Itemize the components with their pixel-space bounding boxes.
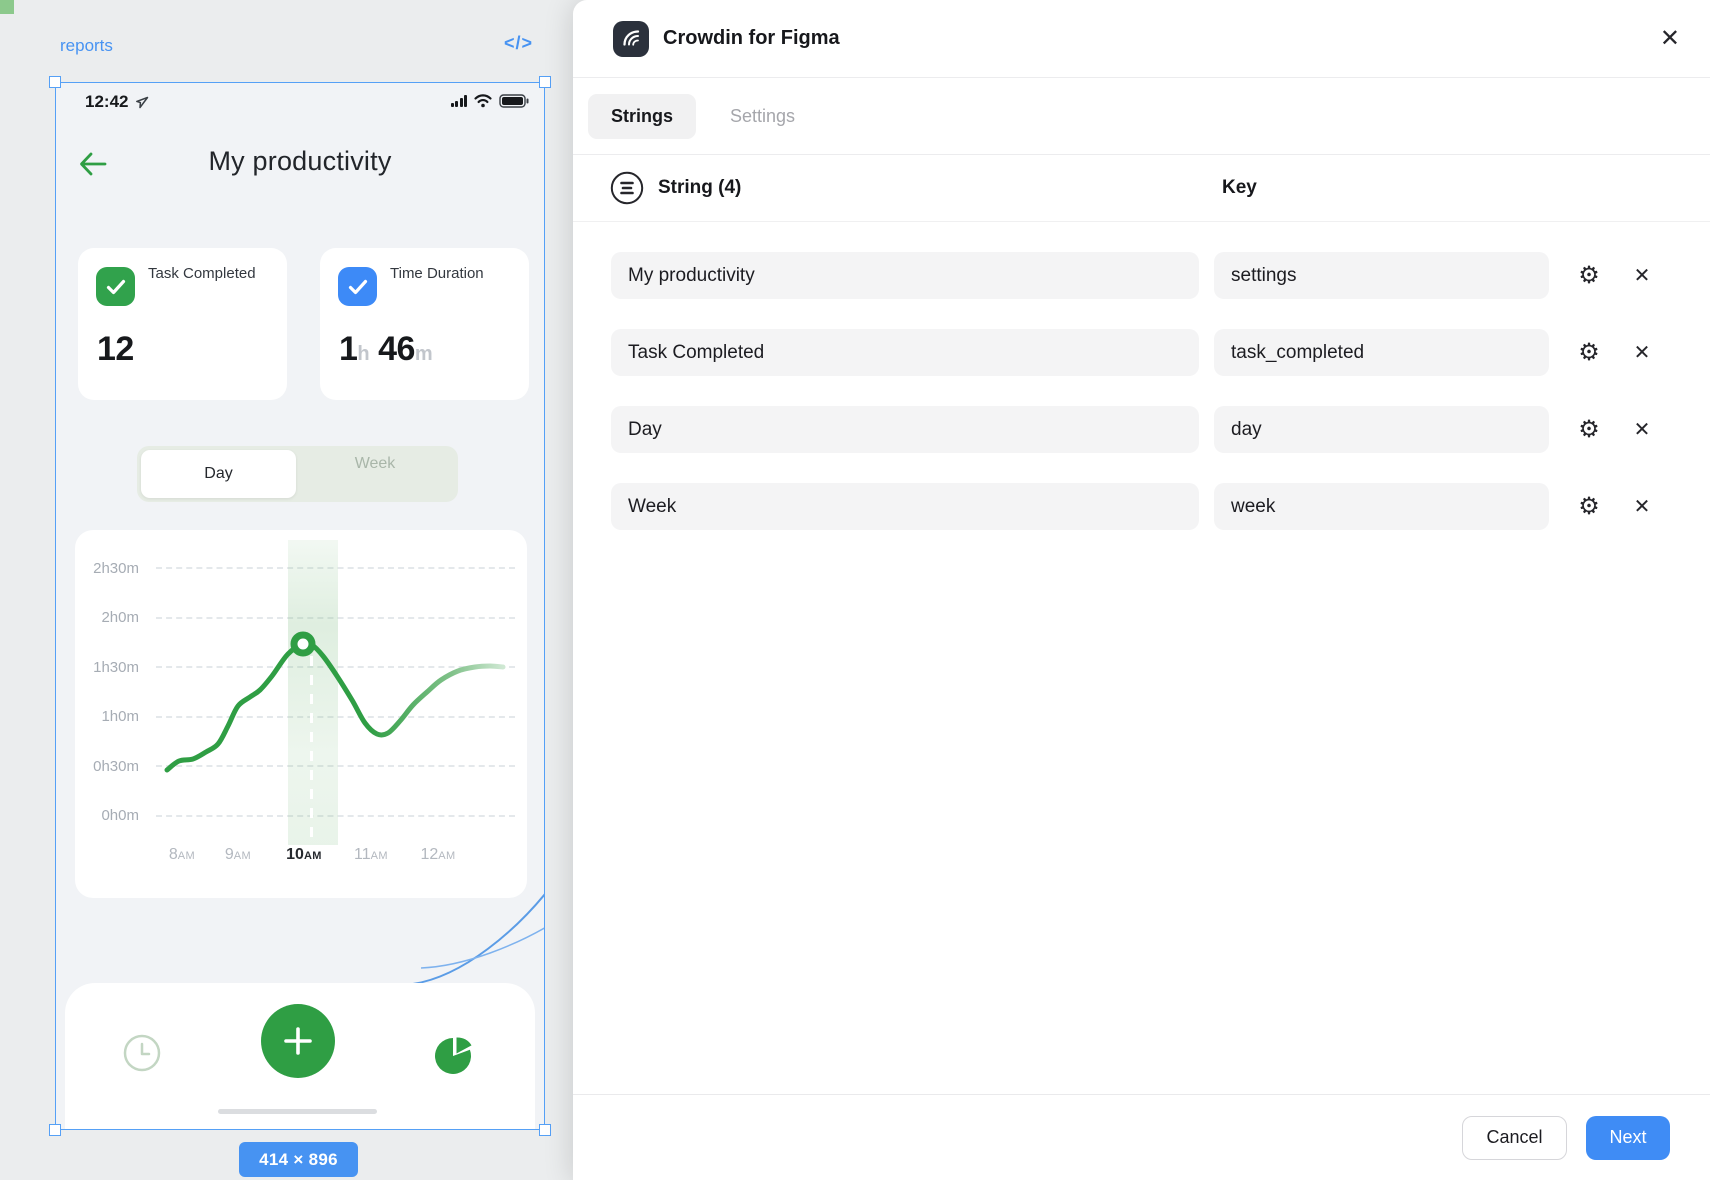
string-row: ⚙ ✕ bbox=[611, 406, 1710, 453]
add-button[interactable] bbox=[261, 1004, 335, 1078]
location-arrow-icon bbox=[136, 96, 149, 108]
string-key-input[interactable] bbox=[1214, 483, 1549, 530]
remove-icon[interactable]: ✕ bbox=[1626, 260, 1658, 292]
plus-icon bbox=[284, 1027, 312, 1055]
marker-dashed-line bbox=[310, 656, 313, 844]
y-axis-label: 1h0m bbox=[101, 708, 139, 725]
x-axis-label: 11AM bbox=[354, 846, 388, 863]
signal-icon bbox=[450, 94, 467, 107]
home-indicator bbox=[218, 1109, 377, 1114]
time-duration-card: Time Duration 1h 46m bbox=[320, 248, 529, 400]
y-axis-label: 0h30m bbox=[93, 757, 139, 775]
x-axis-label: 10AM bbox=[286, 846, 322, 863]
string-value-input[interactable] bbox=[611, 252, 1199, 299]
wifi-icon bbox=[474, 94, 492, 108]
back-arrow-icon[interactable] bbox=[77, 150, 109, 178]
y-axis-label: 1h30m bbox=[93, 658, 139, 676]
stat-label: Task Completed bbox=[148, 265, 256, 282]
gear-icon[interactable]: ⚙ bbox=[1572, 336, 1606, 370]
strings-list-icon bbox=[610, 171, 644, 205]
canvas-artifact bbox=[0, 0, 14, 14]
string-key-input[interactable] bbox=[1214, 329, 1549, 376]
string-row: ⚙ ✕ bbox=[611, 329, 1710, 376]
page-title: My productivity bbox=[208, 146, 392, 176]
stat-value: 1h 46m bbox=[339, 330, 433, 368]
check-icon bbox=[96, 267, 135, 306]
remove-icon[interactable]: ✕ bbox=[1626, 491, 1658, 523]
gear-icon[interactable]: ⚙ bbox=[1572, 490, 1606, 524]
string-key-input[interactable] bbox=[1214, 252, 1549, 299]
clock-icon[interactable] bbox=[122, 1033, 162, 1073]
plugin-title: Crowdin for Figma bbox=[663, 27, 840, 49]
productivity-line bbox=[164, 640, 506, 773]
productivity-chart-card: 2h30m 2h0m 1h30m 1h0m 0h30m 0h0m 8AM 9AM 10AM 11… bbox=[75, 530, 527, 898]
chart-x-labels: 8AM 9AM 10AM 11AM 12AM bbox=[75, 846, 527, 874]
bottom-nav-bar bbox=[65, 983, 535, 1130]
gridline bbox=[156, 666, 515, 668]
gear-icon[interactable]: ⚙ bbox=[1572, 413, 1606, 447]
toggle-option-week[interactable]: Week bbox=[354, 455, 396, 472]
gridline bbox=[156, 814, 515, 817]
remove-icon[interactable]: ✕ bbox=[1626, 337, 1658, 369]
next-button[interactable]: Next bbox=[1586, 1115, 1670, 1160]
battery-icon bbox=[499, 93, 529, 108]
gridline bbox=[156, 715, 515, 718]
close-icon[interactable]: ✕ bbox=[1659, 24, 1680, 52]
tab-settings[interactable]: Settings bbox=[730, 105, 796, 126]
x-axis-label: 9AM bbox=[224, 846, 252, 863]
day-week-toggle: Day Week bbox=[137, 446, 458, 502]
string-key-input[interactable] bbox=[1214, 406, 1549, 453]
y-axis-label: 0h0m bbox=[101, 807, 139, 824]
chart-marker[interactable] bbox=[290, 631, 316, 657]
plugin-header: Crowdin for Figma ✕ bbox=[573, 0, 1710, 78]
frame-name-label[interactable]: reports bbox=[60, 36, 113, 55]
gridline bbox=[156, 765, 515, 767]
string-row: ⚙ ✕ bbox=[611, 483, 1710, 530]
code-icon[interactable]: </> bbox=[504, 33, 534, 53]
frame-dimensions-badge: 414 × 896 bbox=[239, 1142, 358, 1177]
y-axis-label: 2h30m bbox=[93, 559, 139, 577]
gridline bbox=[156, 567, 515, 569]
status-bar-time: 12:42 bbox=[85, 92, 150, 112]
strings-list: ⚙ ✕ ⚙ ✕ ⚙ ✕ ⚙ ✕ bbox=[573, 222, 1710, 530]
stat-value: 12 bbox=[97, 330, 134, 368]
cancel-button[interactable]: Cancel bbox=[1462, 1115, 1567, 1160]
tab-strings[interactable]: Strings bbox=[588, 93, 697, 139]
crowdin-logo-icon bbox=[613, 20, 649, 57]
highlight-band bbox=[288, 540, 338, 845]
gridline bbox=[156, 616, 515, 619]
y-axis-label: 2h0m bbox=[101, 609, 139, 626]
list-header: String (4) Key bbox=[573, 155, 1710, 222]
remove-icon[interactable]: ✕ bbox=[1626, 414, 1658, 446]
plugin-footer: Cancel Next bbox=[573, 1094, 1710, 1180]
phone-frame[interactable]: 12:42 My productivity Task Completed 12 … bbox=[55, 82, 545, 1130]
check-icon bbox=[338, 267, 377, 306]
x-axis-label: 12AM bbox=[420, 846, 456, 863]
toggle-option-day[interactable]: Day bbox=[141, 450, 296, 498]
plugin-tabs: Strings Settings bbox=[573, 78, 1710, 155]
string-value-input[interactable] bbox=[611, 483, 1199, 530]
string-value-input[interactable] bbox=[611, 329, 1199, 376]
stat-label: Time Duration bbox=[390, 265, 484, 282]
crowdin-plugin-panel: Crowdin for Figma ✕ Strings Settings Str… bbox=[573, 0, 1710, 1180]
x-axis-label: 8AM bbox=[168, 846, 196, 863]
status-bar-icons bbox=[450, 93, 530, 108]
key-column-label: Key bbox=[1222, 177, 1257, 198]
pie-chart-icon[interactable] bbox=[433, 1035, 475, 1077]
string-row: ⚙ ✕ bbox=[611, 252, 1710, 299]
tasks-completed-card: Task Completed 12 bbox=[78, 248, 287, 400]
string-value-input[interactable] bbox=[611, 406, 1199, 453]
string-count-label: String (4) bbox=[658, 177, 742, 198]
gear-icon[interactable]: ⚙ bbox=[1572, 259, 1606, 293]
